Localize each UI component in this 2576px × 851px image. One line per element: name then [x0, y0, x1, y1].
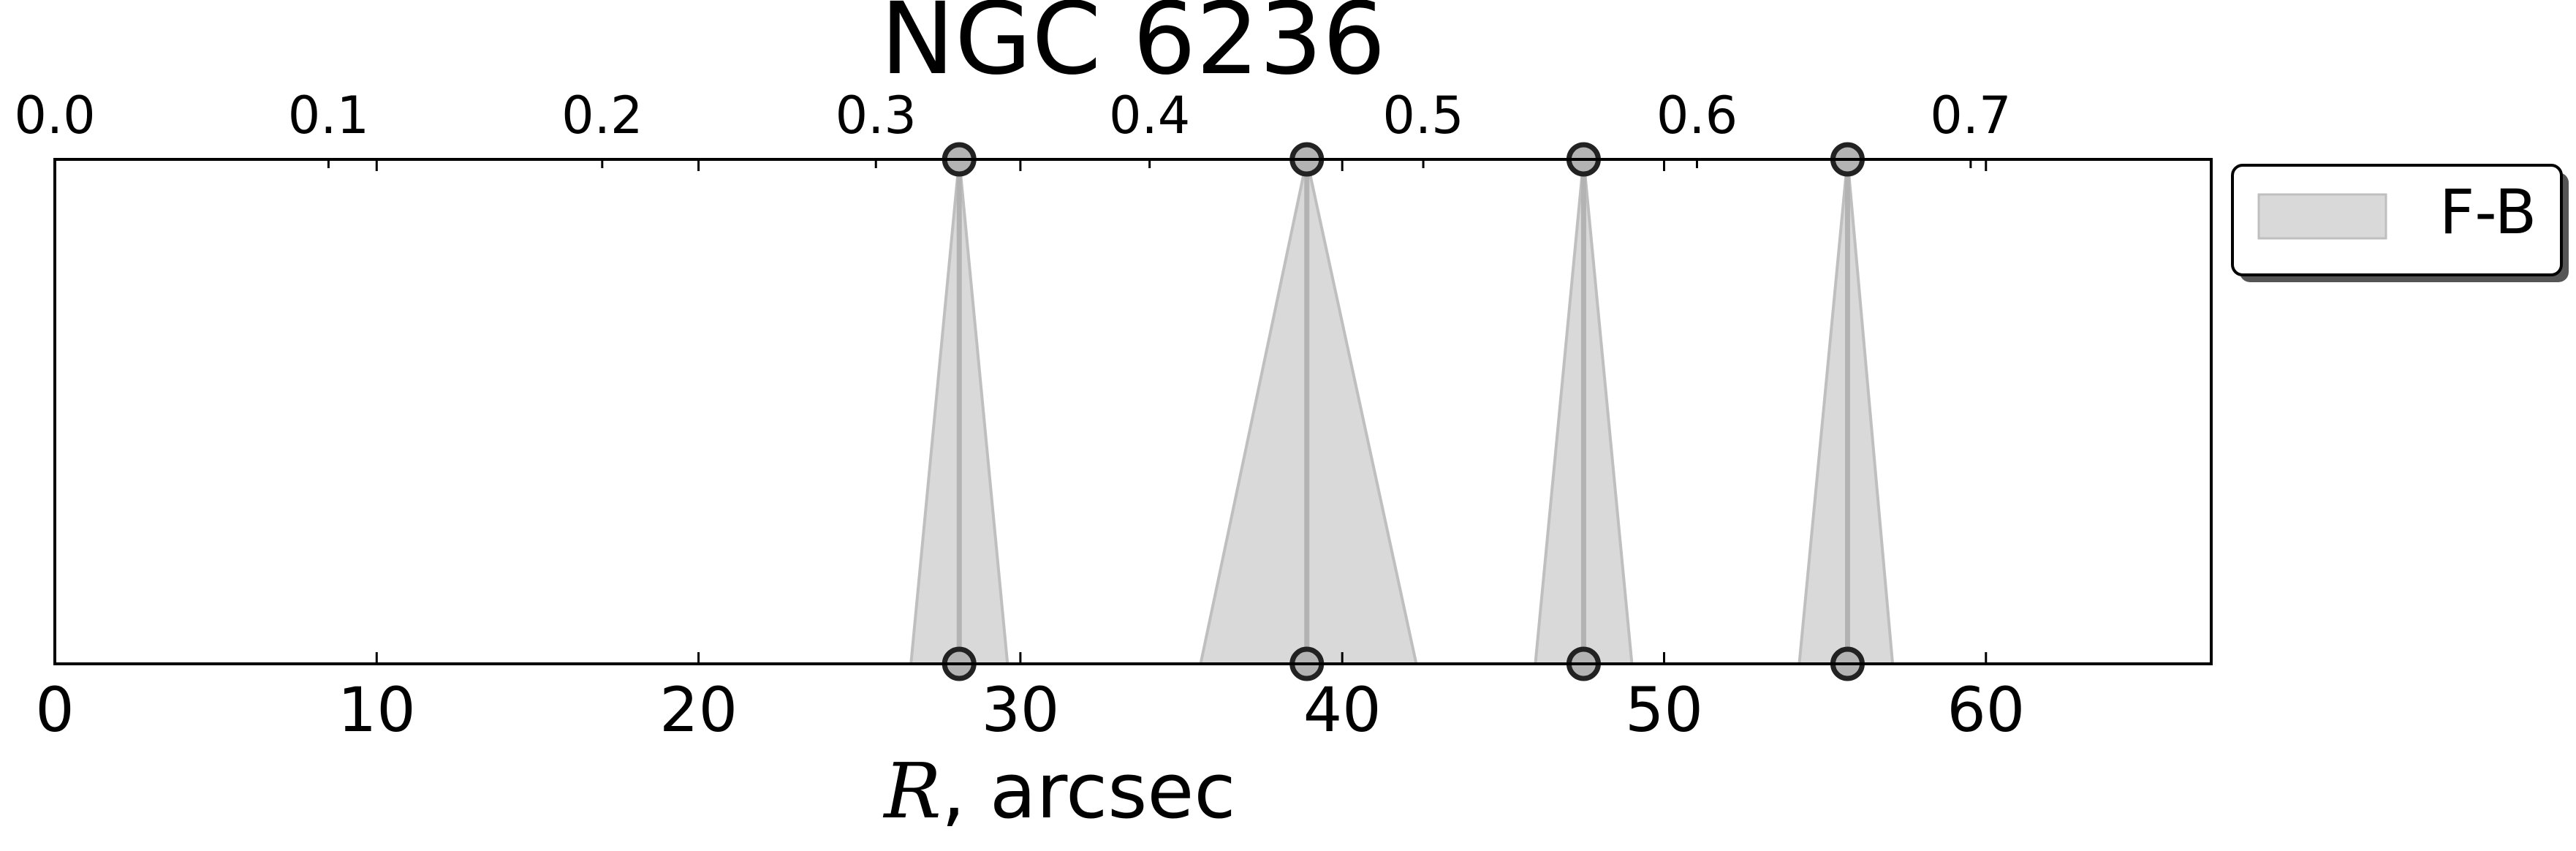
top-tick-label-0: 0.0: [14, 86, 95, 145]
top-tick-label-1: 0.1: [288, 86, 369, 145]
x-axis-label: R, arcsec: [882, 746, 1235, 836]
chart-title: NGC 6236: [880, 0, 1385, 97]
x-axis-label-unit: , arcsec: [942, 746, 1236, 836]
x-axis-label-symbol: R: [882, 746, 941, 836]
top-tick-label-5: 0.5: [1382, 86, 1463, 145]
top-tick-label-2: 0.2: [561, 86, 643, 145]
plot-frame: [53, 158, 2213, 665]
bottom-axis: 0 10 20 30 40 50 60: [35, 159, 2025, 746]
x-tick-label-0: 0: [35, 674, 74, 746]
top-tick-label-6: 0.6: [1656, 86, 1738, 145]
x-tick-label-20: 20: [659, 674, 738, 746]
top-tick-label-4: 0.4: [1109, 86, 1190, 145]
legend-box: [2231, 164, 2563, 276]
legend-swatch: [2257, 193, 2387, 240]
legend: F-B: [2231, 164, 2569, 282]
x-tick-label-50: 50: [1625, 674, 1703, 746]
top-tick-label-3: 0.3: [836, 86, 917, 145]
legend-label-f-b: F-B: [2439, 176, 2537, 248]
x-tick-label-40: 40: [1303, 674, 1382, 746]
plot-area: [909, 142, 1895, 681]
x-tick-label-60: 60: [1947, 674, 2025, 746]
x-tick-label-10: 10: [338, 674, 416, 746]
x-tick-label-30: 30: [981, 674, 1059, 746]
top-axis: 0.0 0.1 0.2 0.3 0.4 0.5 0.6 0.7: [14, 86, 2012, 168]
top-tick-label-7: 0.7: [1930, 86, 2011, 145]
